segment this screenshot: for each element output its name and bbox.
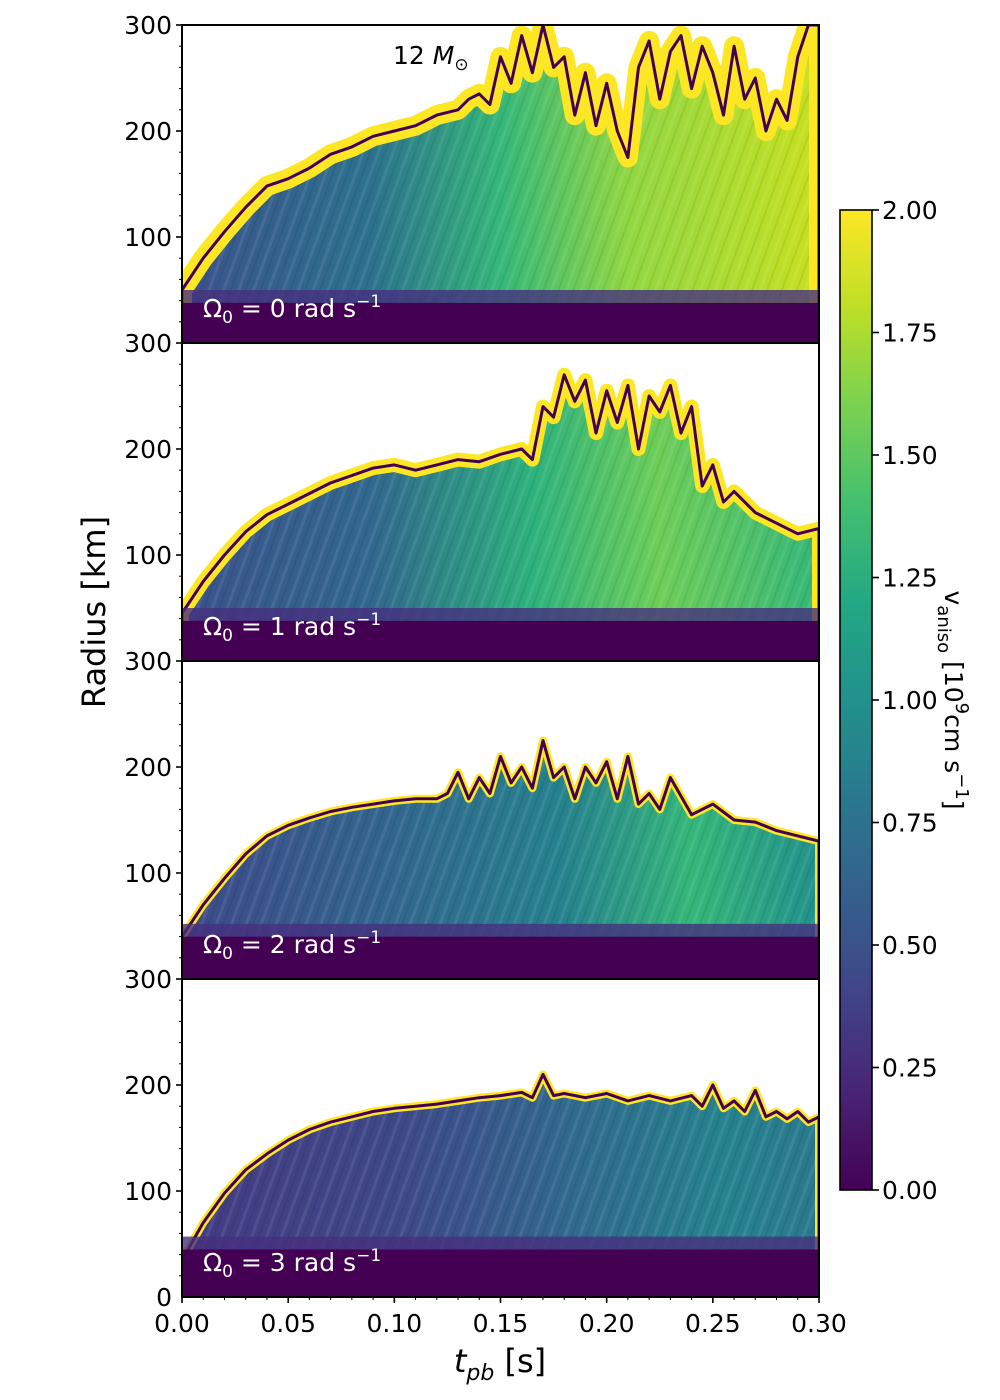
y-tick-label: 200: [124, 117, 172, 146]
colorbar: 0.00 0.25 0.50 0.75 1.00 1.25 1.50 1.75 2.00 vani…: [839, 196, 972, 1205]
pns-region: [182, 302, 819, 343]
colorbar-gradient: [840, 210, 872, 1190]
x-tick-label: 0.10: [366, 1309, 422, 1338]
colorbar-tick-label: 1.50: [882, 441, 938, 470]
pns-region: [182, 936, 819, 979]
pns-transition: [182, 1236, 819, 1250]
colorbar-tick-label: 1.00: [882, 686, 938, 715]
x-tick-label: 0.00: [154, 1309, 210, 1338]
y-tick-label: 300: [124, 965, 172, 994]
y-tick-label: 200: [124, 1071, 172, 1100]
omega-label: Ω0 = 0 rad s−1: [203, 292, 381, 328]
y-tick-label-zero: 0: [156, 1283, 172, 1312]
x-tick-label: 0.05: [260, 1309, 316, 1338]
shock-front-edge: [182, 373, 819, 661]
x-tick-label: 0.30: [791, 1309, 847, 1338]
y-tick-label: 100: [124, 859, 172, 888]
y-tick-label: 300: [124, 329, 172, 358]
omega-label: Ω0 = 2 rad s−1: [203, 928, 381, 964]
turbulent-streaks: [182, 740, 819, 979]
panel-omega-2: [176, 660, 820, 980]
y-tick-label: 200: [124, 435, 172, 464]
colorbar-tick-label: 1.75: [882, 319, 938, 348]
y-tick-label: 200: [124, 753, 172, 782]
x-tick-label: 0.25: [685, 1309, 741, 1338]
colorbar-tick-label: 1.25: [882, 564, 938, 593]
shock-front-edge: [182, 25, 819, 343]
panel-omega-3: [176, 978, 820, 1303]
mass-label: 12 M⊙: [393, 41, 469, 75]
colorbar-tick-label: 0.25: [882, 1054, 938, 1083]
pns-region: [182, 1249, 819, 1297]
y-axis-label: Radius [km]: [75, 516, 113, 708]
colorbar-tick-label: 0.00: [882, 1176, 938, 1205]
x-tick-label: 0.20: [579, 1309, 635, 1338]
y-tick-label: 100: [124, 1177, 172, 1206]
shock-front-edge: [182, 739, 819, 979]
x-tick-label: 0.15: [473, 1309, 529, 1338]
y-tick-label: 100: [124, 223, 172, 252]
panels-layer: [176, 24, 820, 1303]
pns-transition: [182, 923, 819, 937]
x-axis-label: tpb [s]: [454, 1342, 546, 1386]
panel-omega-1: [176, 342, 820, 662]
pns-transition: [182, 290, 819, 303]
colorbar-tick-label: 2.00: [882, 196, 938, 225]
colorbar-tick-label: 0.75: [882, 809, 938, 838]
y-tick-label: 100: [124, 541, 172, 570]
y-tick-label: 300: [124, 647, 172, 676]
panel-omega-0: [176, 24, 820, 344]
turbulent-streaks: [182, 374, 819, 661]
omega-label: Ω0 = 1 rad s−1: [203, 610, 381, 646]
omega-label: Ω0 = 3 rad s−1: [203, 1246, 381, 1282]
colorbar-label: vaniso [109cm s−1]: [933, 591, 972, 810]
colorbar-tick-label: 0.50: [882, 931, 938, 960]
pns-region: [182, 620, 819, 661]
shock-front-edge: [182, 1072, 819, 1297]
axes-text-layer: 100 200 300 Ω0 = 0 rad s−1 100 200 300 Ω0 = 1 r…: [75, 11, 847, 1386]
y-tick-label: 300: [124, 11, 172, 40]
pns-transition: [182, 608, 819, 621]
